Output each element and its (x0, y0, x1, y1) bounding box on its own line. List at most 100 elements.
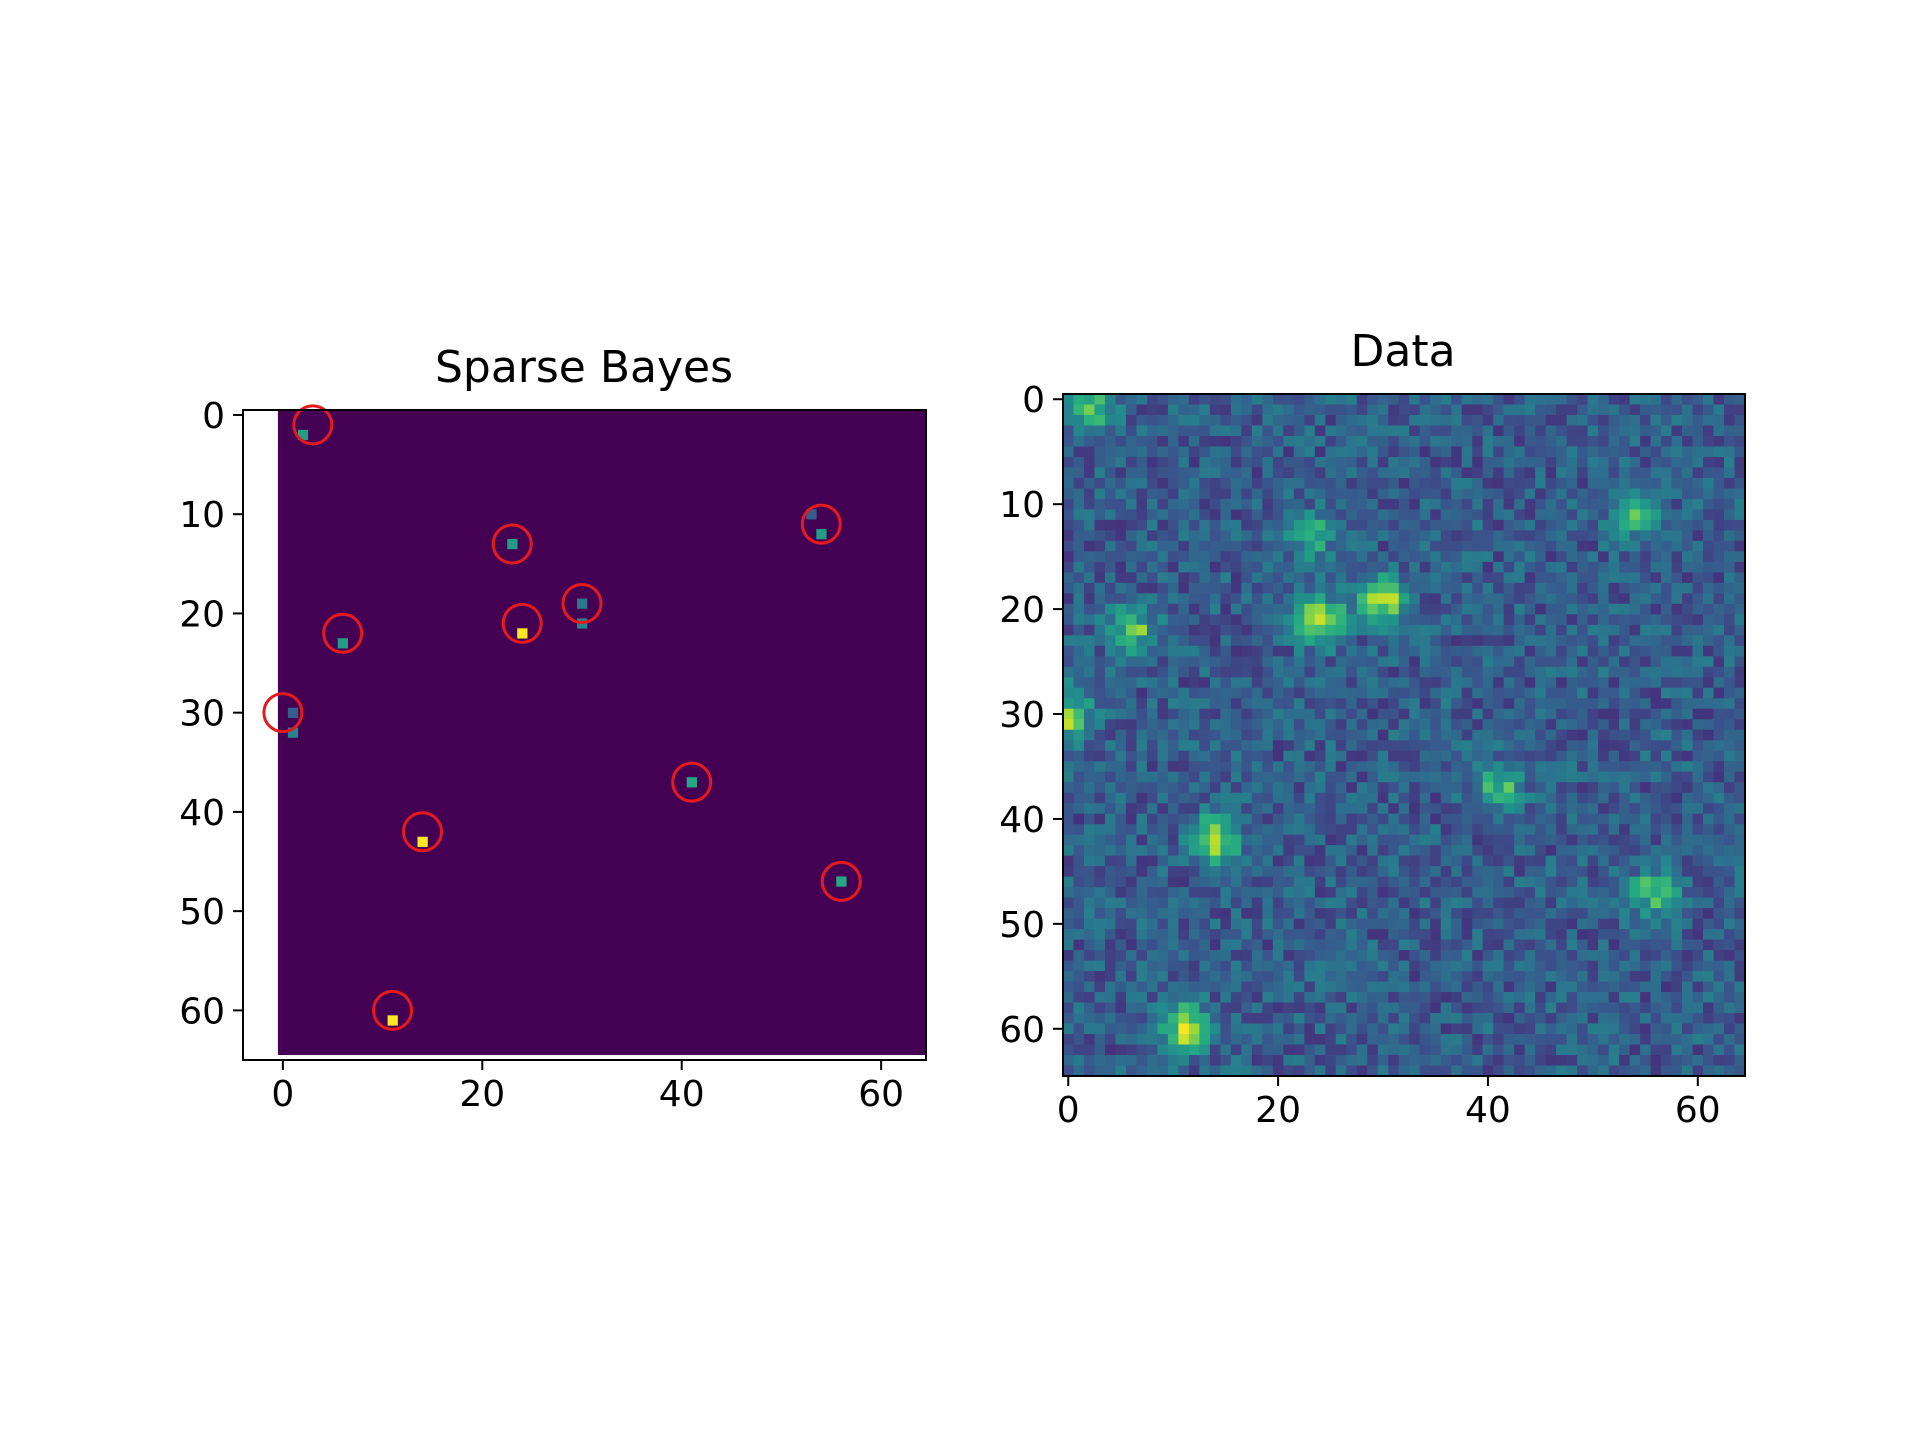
heatmap-cell (1493, 845, 1505, 857)
heatmap-cell (1346, 1023, 1358, 1035)
heatmap-cell (1440, 1055, 1452, 1066)
heatmap-cell (1493, 771, 1505, 783)
heatmap-cell (1283, 509, 1295, 521)
heatmap-cell (1545, 635, 1557, 647)
heatmap-cell (1251, 677, 1263, 689)
heatmap-cell (1241, 740, 1253, 752)
heatmap-cell (1063, 803, 1074, 815)
heatmap-cell (1461, 593, 1473, 605)
heatmap-cell (1619, 1013, 1630, 1024)
heatmap-cell (1073, 540, 1085, 552)
heatmap-cell (1566, 971, 1578, 982)
heatmap-cell (1188, 603, 1200, 615)
y-tick-label: 10 (999, 485, 1045, 526)
heatmap-cell (1251, 656, 1263, 668)
heatmap-cell (1293, 834, 1305, 846)
heatmap-cell (1713, 530, 1725, 542)
heatmap-cell (1125, 540, 1137, 552)
heatmap-cell (1115, 498, 1127, 510)
heatmap-cell (1157, 939, 1169, 951)
heatmap-cell (1304, 719, 1316, 731)
heatmap-cell (1692, 771, 1704, 783)
heatmap-cell (1472, 666, 1484, 678)
heatmap-cell (1304, 750, 1316, 762)
heatmap-cell (1629, 635, 1641, 647)
heatmap-cell (1640, 477, 1651, 489)
heatmap-cell (1125, 855, 1137, 867)
heatmap-cell (1157, 1044, 1169, 1056)
heatmap-cell (1199, 792, 1211, 804)
heatmap-cell (1178, 572, 1190, 584)
heatmap-cell (1440, 971, 1452, 982)
heatmap-cell (1440, 771, 1452, 783)
heatmap-cell (1472, 719, 1484, 731)
heatmap-cell (1556, 677, 1568, 689)
heatmap-cell (1167, 950, 1179, 961)
heatmap-cell (1640, 561, 1651, 573)
heatmap-cell (1220, 750, 1232, 762)
heatmap-cell (1419, 540, 1431, 552)
heatmap-cell (1398, 782, 1410, 794)
heatmap-cell (1503, 414, 1515, 426)
heatmap-cell (1661, 656, 1672, 668)
heatmap-cell (1388, 656, 1400, 668)
heatmap-cell (1283, 425, 1295, 437)
heatmap-cell (1104, 498, 1116, 510)
heatmap-cell (1293, 698, 1305, 710)
heatmap-cell (1440, 719, 1452, 731)
heatmap-cell (1398, 645, 1410, 657)
heatmap-cell (1577, 477, 1589, 489)
heatmap-cell (1640, 666, 1651, 678)
heatmap-cell (1703, 1013, 1714, 1024)
heatmap-cell (1335, 687, 1347, 699)
heatmap-cell (1272, 645, 1284, 657)
heatmap-cell (1199, 435, 1211, 447)
heatmap-cell (1398, 855, 1410, 867)
heatmap-cell (1199, 918, 1211, 930)
heatmap-cell (1325, 1044, 1337, 1056)
heatmap-cell (1514, 761, 1526, 773)
heatmap-cell (1272, 572, 1284, 584)
heatmap-cell (1629, 782, 1641, 794)
heatmap-cell (1650, 456, 1662, 468)
heatmap-cell (1304, 918, 1316, 930)
heatmap-cell (1556, 1023, 1568, 1035)
heatmap-cell (1178, 1013, 1190, 1024)
heatmap-cell (1146, 834, 1158, 846)
heatmap-cell (1230, 708, 1242, 720)
heatmap-cell (1283, 540, 1295, 552)
heatmap-cell (1598, 477, 1609, 489)
heatmap-cell (1661, 950, 1672, 961)
heatmap-cell (1724, 845, 1735, 857)
heatmap-cell (1167, 719, 1179, 731)
heatmap-cell (1157, 887, 1169, 899)
heatmap-cell (1524, 771, 1536, 783)
heatmap-cell (1682, 467, 1693, 479)
heatmap-cell (1703, 488, 1714, 500)
heatmap-cell (1283, 435, 1295, 447)
heatmap-cell (1430, 729, 1442, 741)
heatmap-cell (1503, 456, 1515, 468)
heatmap-cell (1640, 498, 1651, 510)
heatmap-cell (1682, 404, 1693, 416)
heatmap-cell (1640, 960, 1651, 972)
heatmap-cell (1440, 425, 1452, 437)
heatmap-cell (1167, 509, 1179, 521)
heatmap-sparse-bayes (277, 410, 926, 1056)
heatmap-cell (1325, 624, 1337, 636)
heatmap-cell (1356, 992, 1368, 1003)
heatmap-cell (1241, 855, 1253, 867)
heatmap-cell (1325, 561, 1337, 573)
heatmap-cell (1136, 530, 1148, 542)
heatmap-cell (1451, 887, 1463, 899)
heatmap-cell (1682, 761, 1693, 773)
heatmap-cell (1640, 582, 1651, 594)
heatmap-cell (1199, 404, 1211, 416)
heatmap-cell (1377, 719, 1389, 731)
heatmap-cell (1430, 813, 1442, 825)
heatmap-cell (1314, 824, 1326, 836)
heatmap-cell (1083, 950, 1095, 961)
heatmap-cell (1566, 446, 1578, 458)
heatmap-cell (1115, 677, 1127, 689)
heatmap-cell (1713, 992, 1725, 1003)
